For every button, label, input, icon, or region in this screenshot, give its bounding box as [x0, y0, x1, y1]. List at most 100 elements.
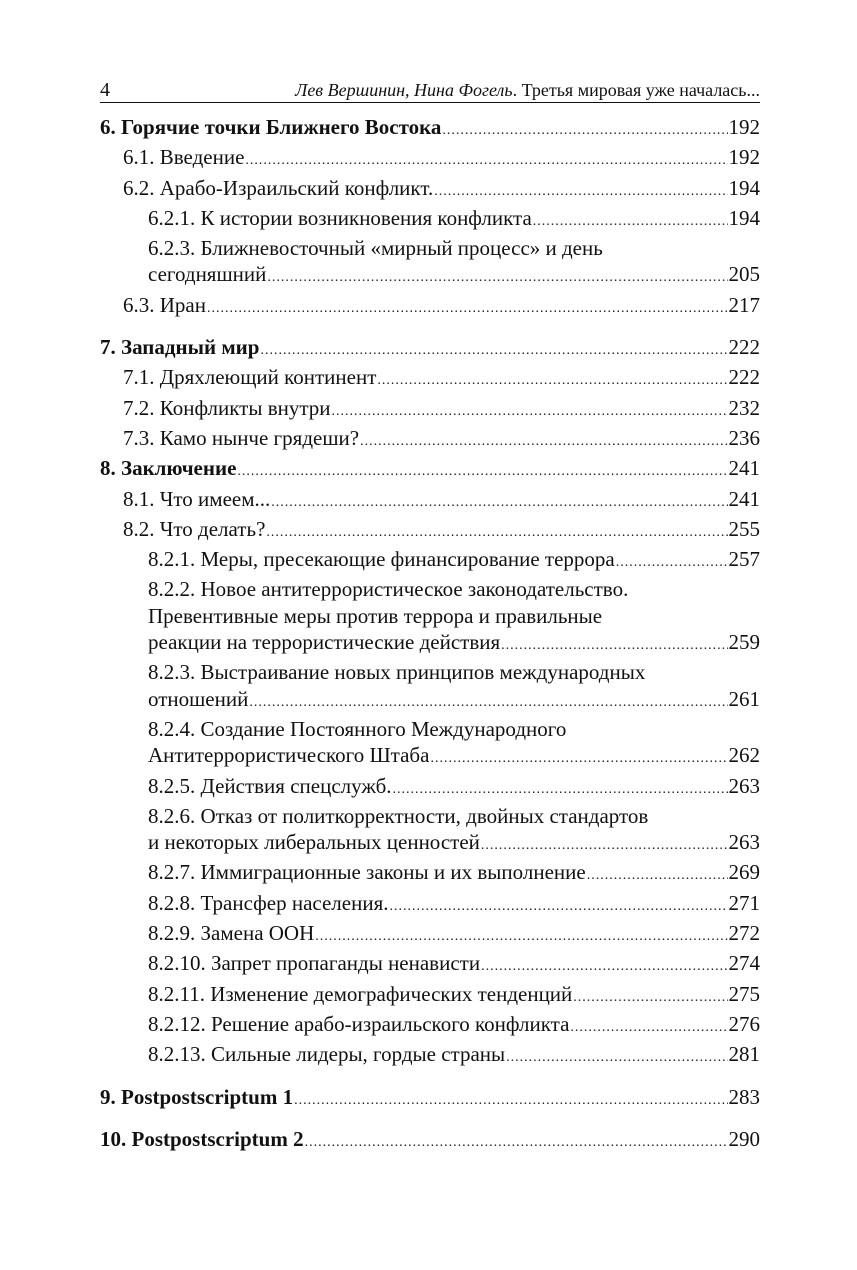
toc-section[interactable]: 8.2.12. Решение арабо-израильского конфл… [100, 1011, 760, 1041]
toc-entry-title: 7.1. Дряхлеющий континент [123, 365, 377, 390]
toc-page-number: 194 [728, 205, 761, 230]
dot-leader [501, 633, 727, 659]
toc-page-number: 263 [728, 830, 761, 855]
toc-page-number: 271 [728, 890, 761, 915]
authors: Лев Вершинин, Нина Фогель [295, 80, 513, 100]
dot-leader [587, 863, 728, 889]
toc-line: 8.2.2. Новое антитеррористическое законо… [148, 576, 760, 602]
toc-page-number: 263 [728, 773, 761, 798]
toc-entry-title: 10. Postpostscriptum 2 [100, 1126, 304, 1151]
table-of-contents: 6. Горячие точки Ближнего Востока1926.1.… [100, 114, 760, 1156]
toc-line: сегодняшний 205 [148, 261, 760, 291]
toc-section[interactable]: 8.2.5. Действия спецслужб. 263 [100, 773, 760, 803]
toc-page-number: 217 [728, 292, 761, 317]
running-title: Лев Вершинин, Нина Фогель. Третья мирова… [295, 78, 760, 102]
dot-leader [245, 148, 727, 174]
toc-chapter[interactable]: 10. Postpostscriptum 2 290 [100, 1126, 760, 1156]
toc-entry-title: 7.2. Конфликты внутри [123, 395, 331, 420]
toc-section[interactable]: 7.1. Дряхлеющий континент 222 [100, 364, 760, 394]
toc-line: 8.2.10. Запрет пропаганды ненависти 274 [148, 950, 760, 980]
toc-section[interactable]: 6.3. Иран 217 [100, 292, 760, 322]
toc-section[interactable]: 8.2.9. Замена ООН 272 [100, 920, 760, 950]
toc-section[interactable]: 8.2.6. Отказ от политкорректности, двойн… [100, 803, 760, 860]
toc-page-number: 290 [728, 1126, 761, 1151]
dot-leader [271, 490, 727, 516]
running-header: 4 Лев Вершинин, Нина Фогель. Третья миро… [100, 74, 760, 103]
toc-section[interactable]: 8.2.3. Выстраивание новых принципов межд… [100, 659, 760, 716]
toc-entry-title: 8.2.6. Отказ от политкорректности, двойн… [148, 803, 649, 828]
toc-section[interactable]: 7.2. Конфликты внутри 232 [100, 395, 760, 425]
toc-section[interactable]: 8.2.4. Создание Постоянного Международно… [100, 716, 760, 773]
toc-line: 6.1. Введение 192 [123, 144, 760, 174]
dot-leader [266, 520, 727, 546]
book-title: . Третья мировая уже началась... [512, 80, 760, 100]
toc-entry-title: 8.2.3. Выстраивание новых принципов межд… [148, 660, 646, 685]
toc-line: Превентивные меры против террора и прави… [148, 603, 760, 629]
toc-line: 8.2.3. Выстраивание новых принципов межд… [148, 659, 760, 685]
toc-section[interactable]: 6.2.3. Ближневосточный «мирный процесс» … [100, 235, 760, 292]
toc-line: 9. Postpostscriptum 1 283 [100, 1084, 760, 1114]
dot-leader [442, 118, 727, 144]
toc-line: 8.2.7. Иммиграционные законы и их выполн… [148, 859, 760, 889]
toc-entry-title: 8.2.10. Запрет пропаганды ненависти [148, 951, 481, 976]
toc-section[interactable]: 6.1. Введение 192 [100, 144, 760, 174]
dot-leader [315, 924, 727, 950]
toc-section[interactable]: 6.2. Арабо-Израильский конфликт. 194 [100, 175, 760, 205]
toc-page-number: 222 [728, 335, 761, 360]
toc-entry-title: 7.3. Камо нынче грядеши? [123, 425, 360, 450]
toc-entry-title: отношений [148, 686, 249, 711]
dot-leader [377, 368, 727, 394]
dot-leader [506, 1045, 727, 1071]
toc-section[interactable]: 8.2.11. Изменение демографических тенден… [100, 981, 760, 1011]
dot-leader [249, 690, 727, 716]
toc-section[interactable]: 7.3. Камо нынче грядеши? 236 [100, 425, 760, 455]
dot-leader [481, 833, 728, 859]
toc-page-number: 275 [728, 981, 761, 1006]
toc-page-number: 272 [728, 921, 761, 946]
toc-line: реакции на террористические действия 259 [148, 629, 760, 659]
toc-entry-title: реакции на террористические действия [148, 630, 501, 655]
toc-line: 8.2. Что делать? 255 [123, 516, 760, 546]
toc-section[interactable]: 8.2.7. Иммиграционные законы и их выполн… [100, 859, 760, 889]
toc-chapter[interactable]: 9. Postpostscriptum 1 283 [100, 1084, 760, 1114]
dot-leader [430, 746, 727, 772]
toc-section[interactable]: 8.1. Что имеем... 241 [100, 486, 760, 516]
toc-entry-title: 8.2.11. Изменение демографических тенден… [148, 981, 573, 1006]
dot-leader [237, 459, 727, 485]
toc-section[interactable]: 6.2.1. К истории возникновения конфликта… [100, 205, 760, 235]
toc-section[interactable]: 8.2.13. Сильные лидеры, гордые страны 281 [100, 1041, 760, 1071]
toc-entry-title: сегодняшний [148, 262, 267, 287]
toc-entry-title: Превентивные меры против террора и прави… [148, 603, 603, 628]
toc-page-number: 269 [728, 860, 761, 885]
toc-page-number: 259 [728, 630, 761, 655]
toc-chapter[interactable]: 6. Горячие точки Ближнего Востока 192 [100, 114, 760, 144]
toc-entry-title: 8.2.9. Замена ООН [148, 921, 315, 946]
toc-section[interactable]: 8.2. Что делать? 255 [100, 516, 760, 546]
toc-chapter[interactable]: 7. Западный мир 222 [100, 334, 760, 364]
toc-section[interactable]: 8.2.2. Новое антитеррористическое законо… [100, 576, 760, 659]
toc-line: 8.2.5. Действия спецслужб. 263 [148, 773, 760, 803]
toc-line: 8.2.1. Меры, пресекающие финансирование … [148, 546, 760, 576]
toc-section[interactable]: 8.2.10. Запрет пропаганды ненависти 274 [100, 950, 760, 980]
toc-page-number: 262 [728, 743, 761, 768]
dot-leader [393, 777, 728, 803]
dot-leader [294, 1088, 727, 1114]
toc-page-number: 283 [728, 1084, 761, 1109]
toc-page-number: 241 [728, 486, 761, 511]
toc-section[interactable]: 8.2.8. Трансфер населения. 271 [100, 890, 760, 920]
toc-section[interactable]: 8.2.1. Меры, пресекающие финансирование … [100, 546, 760, 576]
toc-entry-title: Антитеррористического Штаба [148, 743, 430, 768]
toc-line: 8.2.9. Замена ООН 272 [148, 920, 760, 950]
toc-page-number: 205 [728, 262, 761, 287]
toc-line: отношений 261 [148, 686, 760, 716]
dot-leader [390, 894, 728, 920]
toc-line: и некоторых либеральных ценностей 263 [148, 829, 760, 859]
dot-leader [616, 550, 728, 576]
toc-page-number: 192 [728, 115, 761, 139]
toc-line: 7.2. Конфликты внутри 232 [123, 395, 760, 425]
toc-entry-title: 8.2.4. Создание Постоянного Международно… [148, 716, 567, 741]
toc-chapter[interactable]: 8. Заключение 241 [100, 455, 760, 485]
dot-leader [260, 338, 727, 364]
toc-line: 6. Горячие точки Ближнего Востока 192 [100, 114, 760, 144]
toc-entry-title: 8.2.5. Действия спецслужб. [148, 773, 392, 798]
